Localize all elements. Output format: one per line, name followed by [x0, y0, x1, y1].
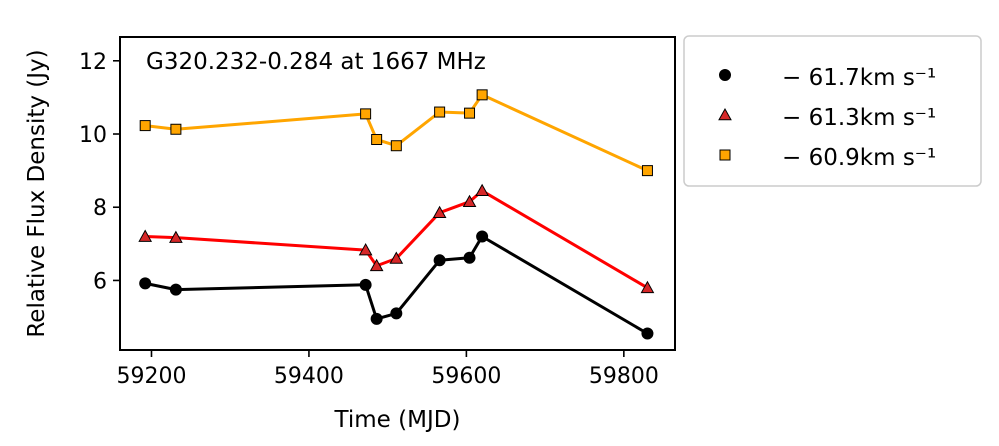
series-3: [139, 89, 653, 177]
data-point: [390, 307, 403, 320]
data-point: [369, 258, 384, 272]
x-axis-label: Time (MJD): [334, 407, 461, 433]
data-point: [169, 230, 183, 243]
plot-frame: [119, 36, 676, 351]
x-tick-label: 59800: [589, 364, 659, 389]
data-point: [464, 107, 476, 119]
data-point: [433, 254, 446, 267]
legend-marker: [718, 107, 732, 121]
y-tick-label: 8: [93, 196, 107, 221]
legend-item: − 61.3km s⁻¹: [718, 105, 936, 131]
data-point: [434, 106, 446, 118]
y-tick-label: 12: [79, 50, 107, 75]
legend-label: − 61.7km s⁻¹: [782, 65, 936, 91]
series-line: [145, 189, 649, 290]
data-point: [139, 120, 151, 132]
data-point: [139, 277, 152, 290]
x-tick-label: 59600: [431, 364, 501, 389]
data-point: [170, 123, 182, 135]
data-point: [389, 251, 404, 264]
legend-marker: [719, 69, 731, 81]
data-point: [476, 230, 489, 243]
data-point: [641, 165, 653, 177]
data-point: [475, 183, 489, 197]
data-point: [640, 280, 655, 294]
y-tick-label: 10: [79, 123, 107, 148]
data-point: [359, 278, 372, 291]
legend: − 61.7km s⁻¹ − 61.3km s⁻¹ − 60.9km s⁻¹: [683, 35, 982, 187]
legend-label: − 60.9km s⁻¹: [782, 145, 936, 171]
chart-title: G320.232-0.284 at 1667 MHz: [146, 49, 486, 75]
y-axis-label: Relative Flux Density (Jy): [24, 49, 50, 337]
data-point: [641, 327, 654, 340]
legend-frame: [683, 35, 982, 187]
data-point: [432, 205, 447, 219]
data-point: [358, 243, 373, 256]
legend-marker: [719, 149, 731, 161]
series-1: [139, 230, 654, 340]
series-line: [145, 93, 649, 172]
y-tick-label: 6: [93, 269, 107, 294]
data-point: [169, 283, 182, 296]
data-point: [476, 89, 488, 101]
data-point: [371, 134, 383, 146]
data-point: [138, 229, 153, 242]
data-point: [462, 194, 477, 208]
data-point: [463, 251, 476, 264]
x-tick-label: 59200: [116, 364, 186, 389]
legend-item: − 60.9km s⁻¹: [719, 145, 936, 171]
plot-area: [138, 89, 655, 340]
data-point: [370, 312, 383, 325]
x-tick-label: 59400: [274, 364, 344, 389]
axis-ticks: 59200 59400 59600 59800 6 8 10 12: [79, 50, 659, 389]
data-point: [390, 140, 402, 152]
data-point: [360, 108, 372, 120]
legend-label: − 61.3km s⁻¹: [782, 105, 936, 131]
series-2: [138, 183, 655, 294]
legend-item: − 61.7km s⁻¹: [719, 65, 936, 91]
